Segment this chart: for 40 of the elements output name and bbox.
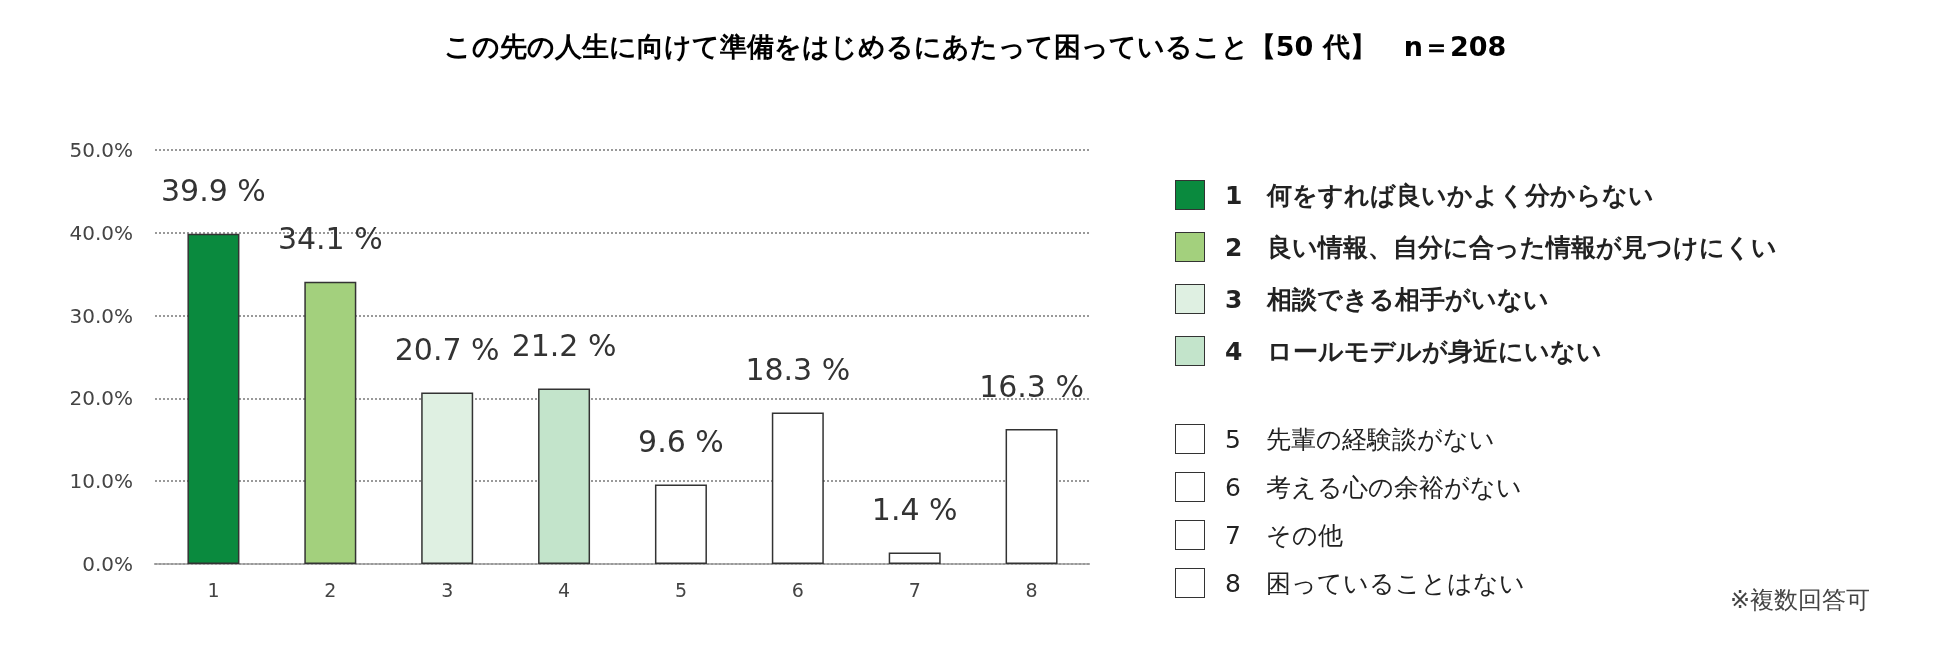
text: 4 ロールモデルが身近にいない	[1225, 336, 1603, 366]
text: 7 その他	[1225, 520, 1343, 550]
data-label: 9.6 %	[638, 424, 724, 460]
data-label: 34.1 %	[277, 221, 383, 257]
y-tick-label: 40.0%	[69, 220, 133, 245]
bar	[1005, 429, 1058, 564]
x-tick-label: 3	[441, 578, 454, 601]
data-label: 21.2 %	[511, 327, 617, 363]
y-tick-label: 20.0%	[69, 386, 133, 411]
y-tick-label: 10.0%	[69, 469, 133, 494]
bar	[304, 281, 357, 564]
x-tick-label: 4	[558, 578, 571, 601]
x-tick-label: 8	[1025, 578, 1038, 601]
chart-title: この先の人生に向けて準備をはじめるにあたって困っていること【50 代】 n＝208	[443, 31, 1507, 62]
x-tick-label: 7	[908, 578, 921, 601]
data-label: 18.3 %	[745, 351, 851, 387]
bar	[888, 552, 941, 564]
text: 1 何をすれば良いかよく分からない	[1225, 180, 1655, 210]
data-label: 20.7 %	[394, 332, 500, 368]
y-tick-label: 50.0%	[69, 138, 133, 162]
data-label: 16.3 %	[979, 368, 1084, 404]
text: ※複数回答可	[1729, 586, 1870, 614]
x-tick-label: 1	[207, 578, 220, 601]
text: 2 良い情報、自分に合った情報が見つけにくい	[1225, 232, 1778, 262]
bar	[771, 412, 824, 564]
text: 6 考える心の余裕がない	[1225, 472, 1522, 502]
bar	[654, 484, 707, 564]
bar	[187, 233, 240, 564]
bar	[538, 388, 591, 564]
y-tick-label: 30.0%	[69, 303, 133, 328]
x-tick-label: 2	[324, 578, 337, 601]
bar	[421, 392, 474, 564]
y-tick-label: 0.0%	[82, 552, 133, 576]
x-tick-label: 5	[674, 578, 687, 601]
data-label: 1.4 %	[871, 491, 958, 527]
text: 5 先輩の経験談がない	[1225, 424, 1495, 454]
text: 8 困っていることはない	[1225, 568, 1525, 598]
data-label: 39.9 %	[161, 173, 266, 209]
x-tick-label: 6	[791, 578, 804, 601]
text: 3 相談できる相手がいない	[1225, 284, 1550, 314]
